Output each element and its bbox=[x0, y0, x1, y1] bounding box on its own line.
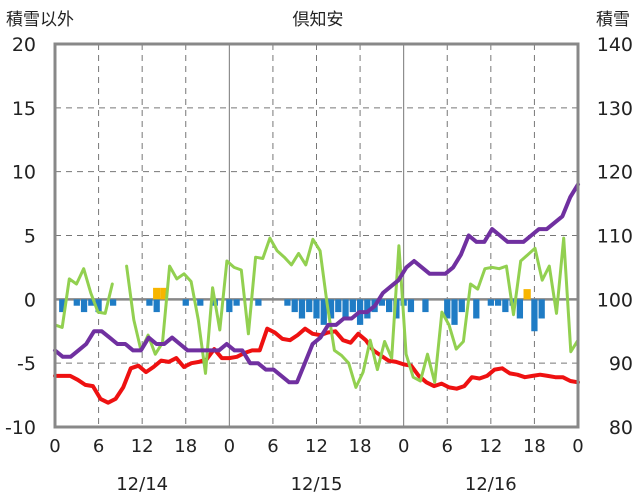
snow-change-bar bbox=[407, 299, 415, 313]
day-label: 12/15 bbox=[291, 474, 343, 495]
x-tick-label: 0 bbox=[224, 436, 235, 457]
right-tick-label: 110 bbox=[597, 226, 633, 248]
snow-change-bar bbox=[458, 299, 465, 313]
day-label: 12/16 bbox=[465, 474, 517, 495]
snow-change-bar bbox=[255, 299, 262, 306]
x-tick-label: 18 bbox=[174, 436, 197, 457]
snow-change-bar bbox=[88, 299, 95, 306]
snow-change-bar bbox=[182, 299, 189, 306]
snow-change-bar bbox=[386, 299, 393, 313]
snow-change-bar bbox=[291, 299, 298, 313]
right-tick-label: 120 bbox=[597, 162, 633, 184]
x-tick-label: 18 bbox=[523, 436, 546, 457]
line-layer bbox=[53, 182, 580, 405]
snowfall-bar bbox=[523, 289, 531, 300]
left-tick-label: 15 bbox=[12, 98, 36, 120]
day-label: 12/14 bbox=[116, 474, 168, 495]
snowfall-bar bbox=[153, 287, 161, 300]
right-tick-label: 80 bbox=[609, 417, 633, 439]
x-tick-label: 0 bbox=[398, 436, 409, 457]
snow-change-bar bbox=[197, 299, 204, 306]
x-tick-label: 0 bbox=[49, 436, 60, 457]
snow-change-bar bbox=[451, 299, 458, 325]
snow-change-bar bbox=[516, 299, 524, 319]
x-tick-label: 18 bbox=[349, 436, 372, 457]
x-tick-label: 6 bbox=[267, 436, 278, 457]
day-labels: 12/14 12/15 12/16 bbox=[116, 474, 517, 495]
left-axis-label: 積雪以外 bbox=[6, 10, 74, 30]
right-tick-label: 90 bbox=[609, 353, 633, 375]
x-tick-label: 12 bbox=[479, 436, 502, 457]
left-tick-label: 5 bbox=[24, 226, 36, 248]
snow-change-bar bbox=[422, 299, 429, 313]
right-axis-label: 積雪 bbox=[596, 10, 630, 30]
snow-change-bar bbox=[320, 299, 327, 325]
snow-change-bar bbox=[298, 299, 306, 319]
snow-change-bar bbox=[109, 299, 117, 306]
snow-change-bar bbox=[146, 299, 153, 306]
right-tick-label: 130 bbox=[597, 98, 633, 120]
snow-change-bar bbox=[531, 299, 538, 332]
left-ticks: -10 -5 0 5 10 15 20 bbox=[5, 34, 36, 439]
snow-change-bar bbox=[538, 299, 545, 319]
x-tick-label: 12 bbox=[131, 436, 154, 457]
chart-title: 倶知安 bbox=[293, 10, 344, 30]
left-tick-label: 10 bbox=[12, 162, 36, 184]
left-tick-label: 0 bbox=[24, 289, 36, 311]
snow-change-bar bbox=[80, 299, 88, 313]
snow-change-bar bbox=[502, 299, 509, 313]
snow-change-bar bbox=[393, 299, 400, 319]
snow-change-bar bbox=[473, 299, 480, 319]
purple-series-line bbox=[53, 182, 580, 385]
snow-change-bar bbox=[233, 299, 240, 306]
right-tick-label: 100 bbox=[597, 289, 633, 311]
snow-change-bar bbox=[153, 299, 160, 313]
snow-change-bar bbox=[494, 299, 502, 306]
right-ticks: 80 90 100 110 120 130 140 bbox=[597, 34, 633, 439]
x-tick-label: 6 bbox=[93, 436, 104, 457]
snow-change-bar bbox=[327, 299, 335, 319]
snow-change-bar bbox=[487, 299, 494, 306]
snowfall-bar bbox=[160, 287, 168, 300]
snow-change-bar bbox=[349, 299, 356, 313]
snow-change-bar bbox=[59, 299, 66, 313]
x-tick-label: 12 bbox=[305, 436, 328, 457]
right-tick-label: 140 bbox=[597, 34, 633, 56]
plot-frame bbox=[53, 42, 580, 429]
snow-change-bar bbox=[378, 299, 386, 306]
red-series-line bbox=[53, 326, 580, 405]
snow-change-bar bbox=[335, 299, 342, 313]
snow-change-bar bbox=[226, 299, 233, 313]
snow-change-bar bbox=[444, 299, 451, 319]
snow-change-bar bbox=[306, 299, 313, 313]
left-tick-label: 20 bbox=[12, 34, 36, 56]
snow-change-bar bbox=[313, 299, 320, 319]
x-tick-label: 0 bbox=[572, 436, 583, 457]
green-series-line bbox=[53, 236, 580, 389]
snow-change-bar bbox=[284, 299, 291, 306]
snow-change-bar bbox=[73, 299, 80, 306]
snow-change-bar bbox=[364, 299, 371, 319]
left-tick-label: -10 bbox=[5, 417, 36, 439]
x-ticks: 0 6 12 18 0 6 12 18 0 6 12 18 0 bbox=[49, 436, 583, 457]
snow-change-bar bbox=[342, 299, 349, 319]
x-tick-label: 6 bbox=[442, 436, 453, 457]
snow-change-bar bbox=[95, 299, 102, 313]
left-tick-label: -5 bbox=[17, 353, 36, 375]
